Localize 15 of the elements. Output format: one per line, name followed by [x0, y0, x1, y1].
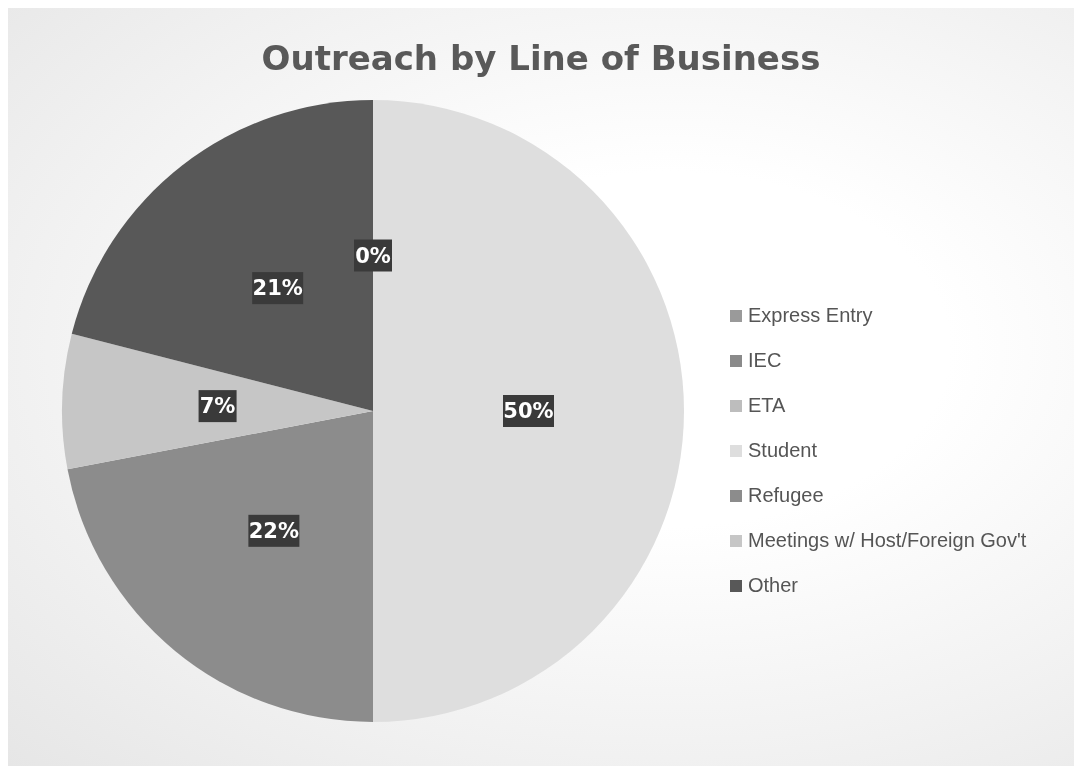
data-label: 21% [252, 276, 303, 301]
data-label: 50% [503, 399, 554, 423]
pie-slice [67, 411, 373, 722]
legend-label: Other [748, 574, 799, 597]
legend-label: Student [748, 439, 817, 462]
text: 0% [355, 243, 391, 268]
legend-label: Meetings w/ Host/Foreign Gov't [748, 529, 1027, 552]
data-label: 7% [199, 394, 236, 419]
chart-title: Outreach by Line of Business [260, 38, 822, 78]
pie-slice [62, 333, 373, 470]
legend-label: Refugee [748, 484, 824, 507]
legend-label: IEC [748, 349, 782, 372]
data-label: 22% [248, 518, 300, 543]
legend-label: ETA [748, 394, 786, 417]
legend-label: Express Entry [748, 304, 873, 327]
